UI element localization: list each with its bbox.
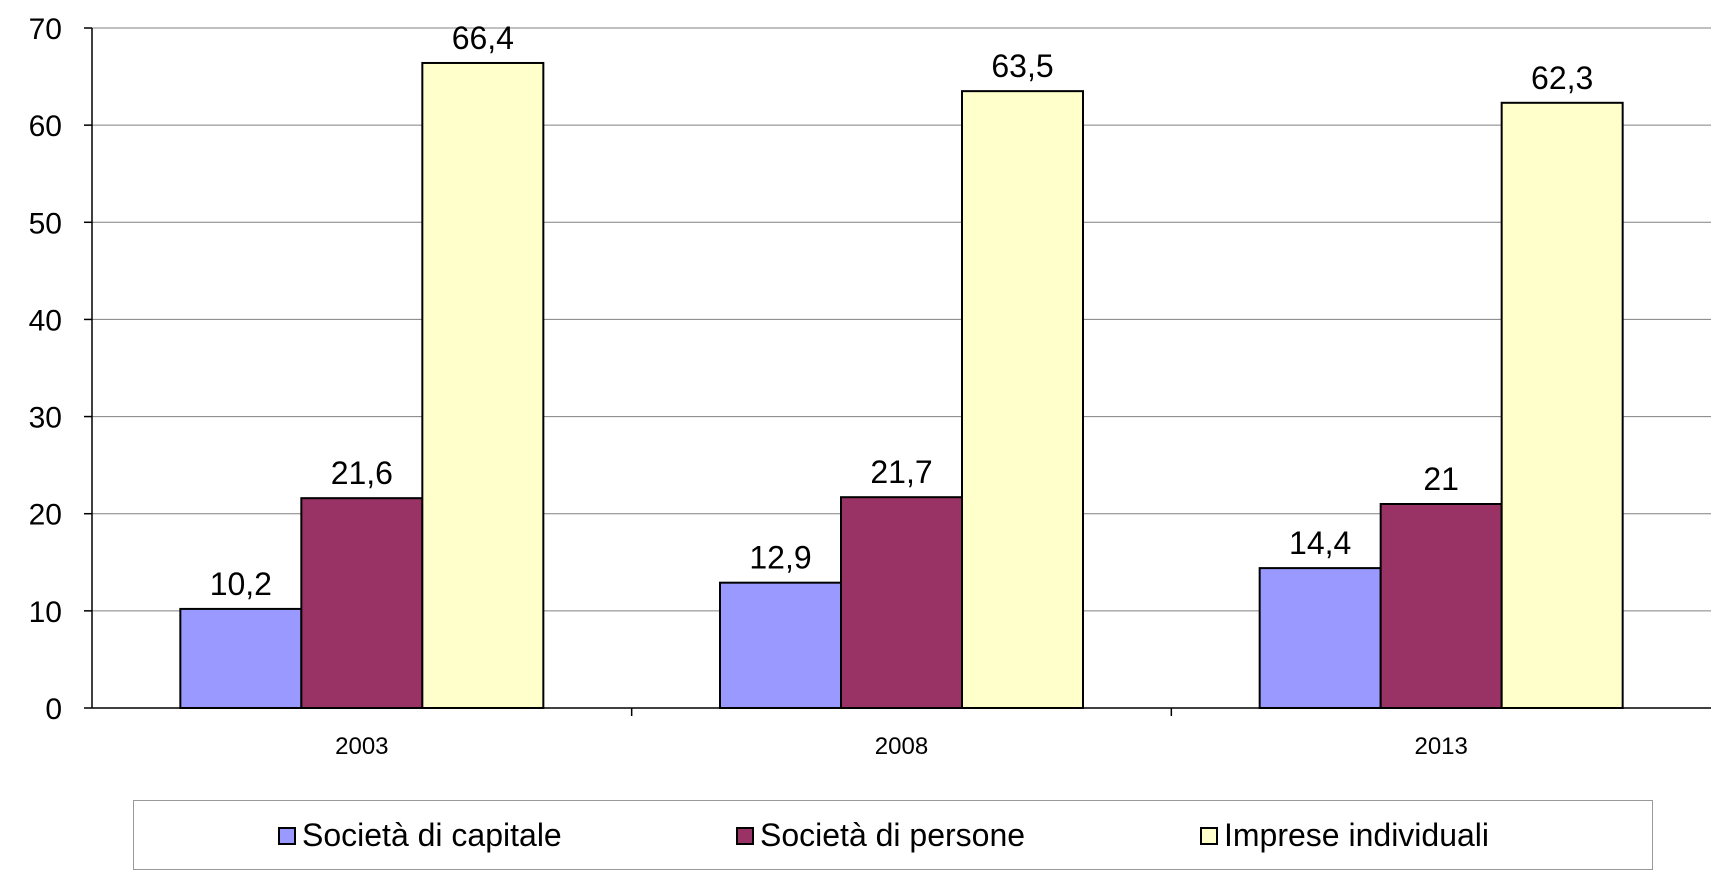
- data-labels: 10,2 21,6 66,4 12,9 21,7 63,5 14,4 21 62,3: [210, 20, 1594, 602]
- y-tick-label: 50: [29, 207, 62, 240]
- data-label: 21,6: [331, 455, 393, 491]
- data-label: 63,5: [991, 48, 1053, 84]
- bar-chart: 0 10 20 30 40 50 60 70 10,2 21,6 66,4 12,9 21,7 63,5…: [29, 13, 1711, 760]
- bar: [300, 497, 424, 709]
- bar: [840, 496, 963, 710]
- x-category-label: 2008: [875, 733, 928, 760]
- bar: [179, 607, 303, 710]
- bar: [961, 90, 1084, 709]
- bar: [1379, 503, 1503, 709]
- y-tick-label: 60: [29, 110, 62, 143]
- data-label: 21: [1423, 461, 1459, 497]
- y-tick-label: 70: [29, 13, 62, 46]
- legend-swatch-societa-di-persone: [736, 826, 754, 845]
- legend-label-societa-di-persone: Società di persone: [760, 817, 1026, 853]
- y-tick-label: 10: [29, 596, 62, 629]
- data-label: 12,9: [749, 540, 811, 576]
- legend-label-societa-di-capitale: Società di capitale: [302, 817, 562, 853]
- legend: Società di capitale Società di persone I…: [133, 800, 1653, 870]
- legend-item-societa-di-capitale: Società di capitale: [278, 817, 562, 854]
- x-axis-categories: 2003 2008 2013: [335, 708, 1468, 760]
- legend-swatch-societa-di-capitale: [278, 826, 296, 845]
- legend-label-imprese-individuali: Imprese individuali: [1224, 817, 1490, 853]
- bars: [179, 61, 1624, 710]
- x-category-label: 2003: [335, 733, 388, 760]
- legend-swatch-imprese-individuali: [1200, 826, 1218, 845]
- bar: [1500, 101, 1624, 710]
- x-category-label: 2013: [1414, 733, 1467, 760]
- data-label: 66,4: [452, 20, 514, 56]
- y-tick-label: 0: [45, 693, 62, 726]
- data-label: 14,4: [1289, 525, 1351, 561]
- legend-item-imprese-individuali: Imprese individuali: [1200, 817, 1489, 854]
- data-label: 62,3: [1531, 60, 1593, 96]
- legend-item-societa-di-persone: Società di persone: [736, 817, 1025, 854]
- data-label: 10,2: [210, 566, 272, 602]
- bar: [421, 61, 545, 709]
- y-tick-label: 20: [29, 499, 62, 532]
- bar: [719, 581, 842, 710]
- y-axis-ticks: 0 10 20 30 40 50 60 70: [29, 13, 92, 726]
- y-tick-label: 40: [29, 304, 62, 337]
- y-tick-label: 30: [29, 402, 62, 435]
- data-label: 21,7: [870, 454, 932, 490]
- bar: [1258, 567, 1382, 709]
